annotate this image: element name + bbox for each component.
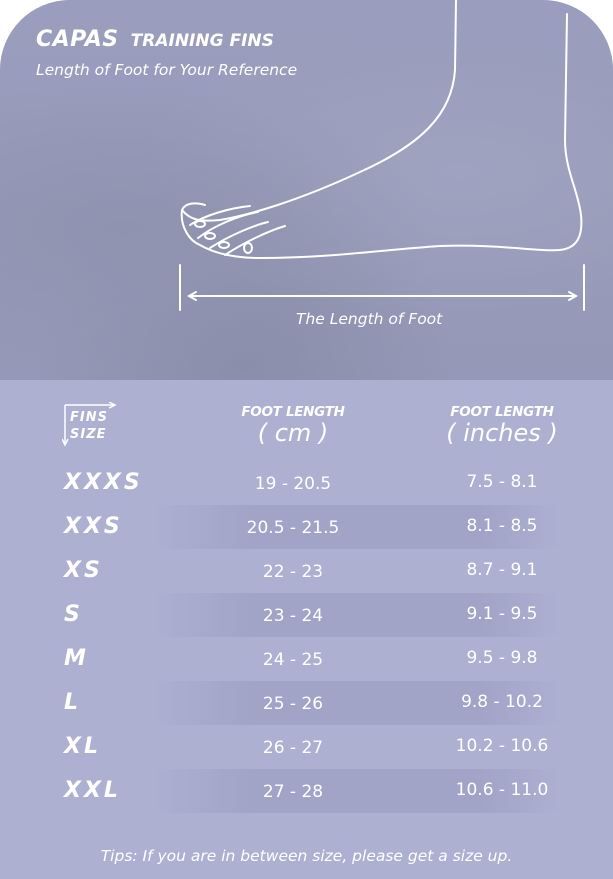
fins-label: FINS — [70, 410, 108, 425]
toenail — [218, 241, 230, 249]
arrowhead-left — [186, 291, 197, 301]
size-cell: L — [64, 690, 82, 715]
inches-cell: 9.8 - 10.2 — [461, 692, 543, 712]
inches-cell: 10.2 - 10.6 — [455, 736, 549, 756]
toenail — [243, 242, 253, 254]
table-row: XXL 27 - 28 10.6 - 11.0 — [0, 770, 613, 814]
size-cell: M — [64, 646, 89, 671]
product-name: TRAINING FINS — [130, 31, 274, 51]
cm-cell: 25 - 26 — [262, 694, 324, 714]
cm-cell: 20.5 - 21.5 — [246, 518, 340, 538]
axis-arrows-icon — [62, 402, 117, 447]
toe-4 — [209, 221, 269, 249]
toe-5 — [224, 225, 286, 256]
inches-cell: 8.1 - 8.5 — [466, 516, 538, 536]
table-row: XS 22 - 23 8.7 - 9.1 — [0, 550, 613, 594]
toenail — [204, 232, 216, 240]
table-row: M 24 - 25 9.5 - 9.8 — [0, 638, 613, 682]
size-cell: XS — [64, 558, 103, 583]
cm-cell: 19 - 20.5 — [254, 474, 332, 494]
row-band — [150, 769, 562, 813]
foot-front-outline — [181, 0, 457, 222]
table-row: L 25 - 26 9.8 - 10.2 — [0, 682, 613, 726]
column-unit: ( cm ) — [257, 419, 329, 447]
fins-size-corner: FINS SIZE — [62, 402, 122, 448]
table-row: XXXS 19 - 20.5 7.5 - 8.1 — [0, 462, 613, 506]
inches-cell: 7.5 - 8.1 — [466, 472, 538, 492]
foot-sole-outline — [180, 13, 583, 260]
row-band — [150, 505, 562, 549]
inches-cell: 10.6 - 11.0 — [455, 780, 549, 800]
column-header-inches: FOOT LENGTH ( inches ) — [422, 404, 582, 446]
row-band — [150, 593, 562, 637]
column-title: FOOT LENGTH — [241, 404, 345, 420]
brand-title: CAPAS TRAINING FINS — [36, 27, 274, 52]
toe-1 — [181, 202, 206, 211]
cm-cell: 26 - 27 — [262, 738, 324, 758]
cm-cell: 24 - 25 — [262, 650, 324, 670]
cm-cell: 27 - 28 — [262, 782, 324, 802]
inches-cell: 8.7 - 9.1 — [466, 560, 538, 580]
subtitle: Length of Foot for Your Reference — [36, 61, 298, 79]
size-cell: XL — [64, 734, 101, 759]
sizing-tip: Tips: If you are in between size, please… — [100, 847, 513, 865]
arrowhead-right — [568, 291, 579, 301]
column-unit: ( inches ) — [446, 419, 558, 447]
row-band — [150, 681, 562, 725]
size-label: SIZE — [70, 427, 107, 442]
table-row: S 23 - 24 9.1 - 9.5 — [0, 594, 613, 638]
foot-outline-diagram — [179, 0, 585, 311]
foot-length-label: The Length of Foot — [296, 310, 443, 328]
table-row: XXS 20.5 - 21.5 8.1 - 8.5 — [0, 506, 613, 550]
cm-cell: 23 - 24 — [262, 606, 324, 626]
background-photo — [0, 0, 613, 380]
size-cell: XXL — [64, 778, 121, 803]
column-title: FOOT LENGTH — [450, 404, 554, 420]
size-cell: S — [64, 602, 83, 627]
toenail — [194, 220, 206, 228]
toe-3 — [197, 211, 259, 239]
column-header-cm: FOOT LENGTH ( cm ) — [213, 404, 373, 446]
size-cell: XXXS — [64, 470, 143, 495]
table-row: XL 26 - 27 10.2 - 10.6 — [0, 726, 613, 770]
cm-cell: 22 - 23 — [262, 562, 324, 582]
size-cell: XXS — [64, 514, 123, 539]
inches-cell: 9.1 - 9.5 — [466, 604, 538, 624]
brand-logo: CAPAS — [36, 27, 119, 52]
inches-cell: 9.5 - 9.8 — [466, 648, 538, 668]
toe-2 — [189, 205, 251, 226]
